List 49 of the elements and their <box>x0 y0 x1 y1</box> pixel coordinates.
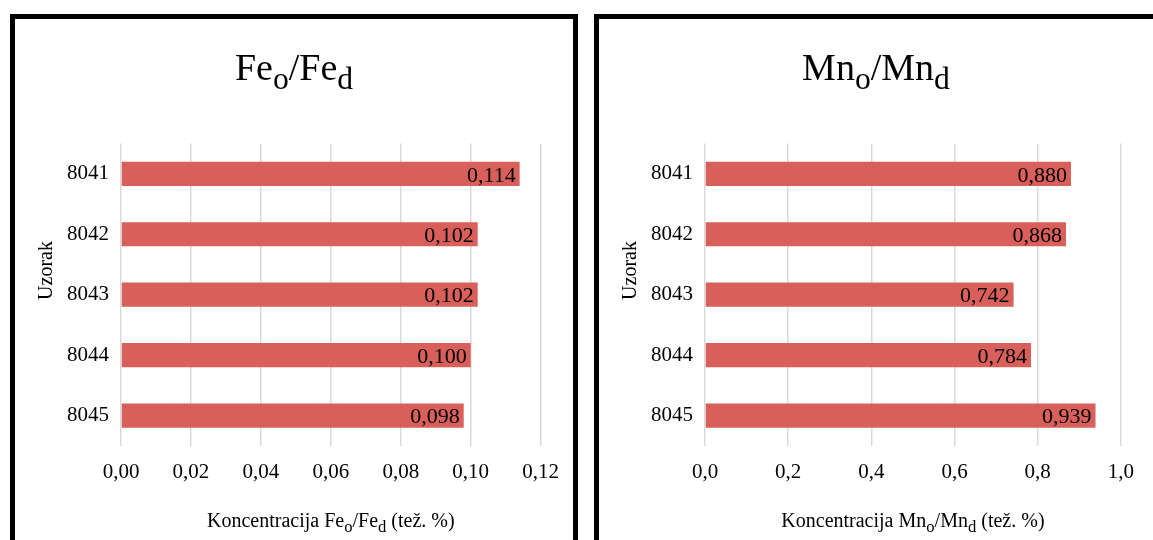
y-tick-label: 8041 <box>67 160 109 185</box>
data-label: 0,939 <box>1042 403 1092 429</box>
data-label: 0,784 <box>977 342 1028 368</box>
bar <box>705 282 1014 307</box>
bar <box>705 161 1071 186</box>
y-tick-label: 8045 <box>67 402 109 427</box>
x-tick-label: 0,8 <box>1024 458 1051 483</box>
x-tick-label: 0,10 <box>452 458 490 483</box>
bar <box>705 403 1096 428</box>
y-axis-title: Uzorak <box>617 240 641 301</box>
y-tick-label: 8043 <box>651 281 693 306</box>
x-tick-label: 0,12 <box>522 458 559 483</box>
y-tick-label: 8044 <box>67 341 110 366</box>
bar <box>705 222 1066 247</box>
data-label: 0,098 <box>410 403 460 429</box>
data-label: 0,880 <box>1017 161 1067 187</box>
x-axis-title: Koncentracija Mn$_{o}$/Mn$_{d}$ (tež. %) <box>780 509 1046 537</box>
data-label: 0,114 <box>466 161 516 187</box>
x-tick-label: 0,6 <box>941 458 968 483</box>
x-axis-title: Koncentracija Fe$_{o}$/Fe$_{d}$ (tež. %) <box>205 509 456 537</box>
y-tick-label: 8044 <box>651 341 694 366</box>
chart-title: Mn$_{o}$/Mn$_{d}$ <box>801 45 951 97</box>
bar <box>121 403 464 428</box>
x-tick-label: 0,04 <box>242 458 280 483</box>
x-tick-label: 0,4 <box>858 458 885 483</box>
data-label: 0,102 <box>424 282 474 308</box>
bar <box>705 343 1032 368</box>
chart-title: Fe$_{o}$/Fe$_{d}$ <box>233 45 355 97</box>
x-tick-label: 0,00 <box>102 458 140 483</box>
x-tick-label: 0,2 <box>775 458 802 483</box>
data-label: 0,742 <box>960 282 1010 308</box>
data-label: 0,868 <box>1012 222 1062 248</box>
y-tick-label: 8043 <box>67 281 109 306</box>
x-tick-label: 0,08 <box>382 458 420 483</box>
x-tick-label: 0,0 <box>691 458 719 483</box>
bar <box>121 282 478 307</box>
bar <box>121 161 520 186</box>
x-tick-label: 1,0 <box>1107 458 1134 483</box>
bar <box>121 343 471 368</box>
y-tick-label: 8045 <box>651 402 693 427</box>
y-tick-label: 8042 <box>651 220 693 245</box>
y-tick-label: 8041 <box>651 160 693 185</box>
y-axis-title: Uzorak <box>33 240 57 301</box>
x-tick-label: 0,06 <box>312 458 350 483</box>
data-label: 0,102 <box>424 222 474 248</box>
bar <box>121 222 478 247</box>
x-tick-label: 0,02 <box>172 458 210 483</box>
data-label: 0,100 <box>417 342 467 368</box>
y-tick-label: 8042 <box>67 220 109 245</box>
